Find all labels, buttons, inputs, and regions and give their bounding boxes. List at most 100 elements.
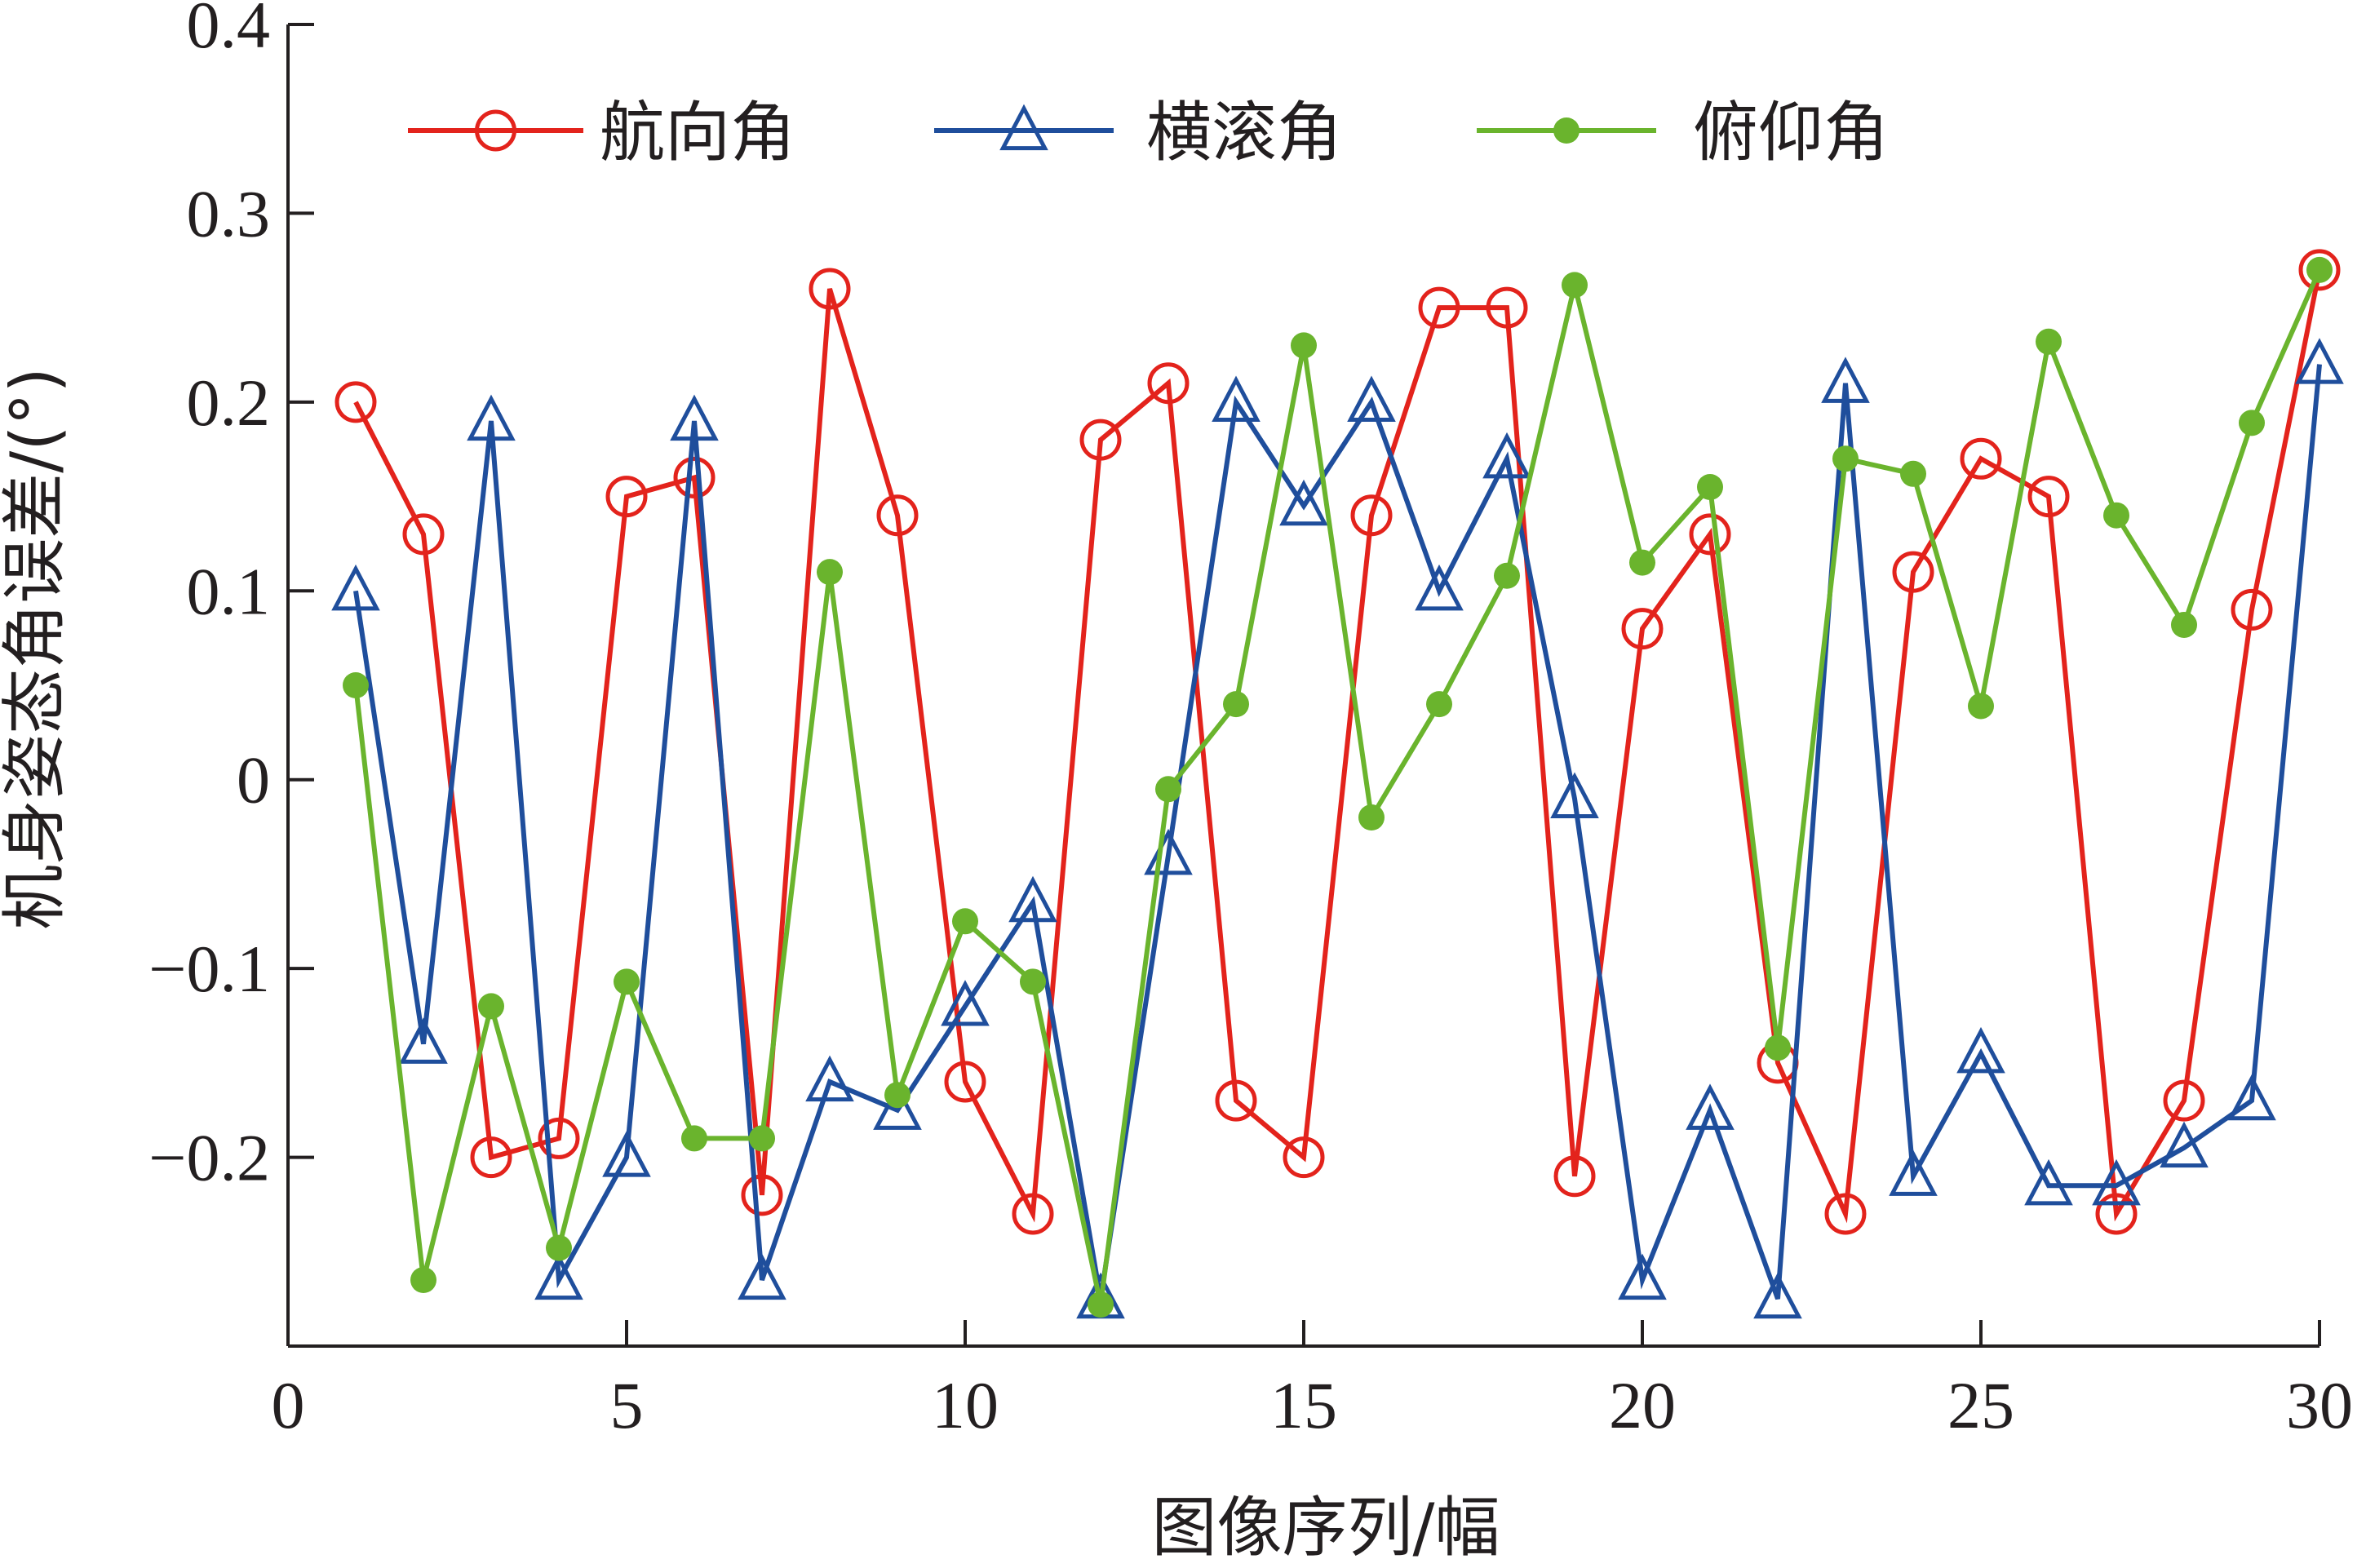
data-point [402, 513, 445, 556]
x-axis-title: 图像序列/幅 [1152, 1490, 1500, 1566]
data-point [2171, 611, 2197, 638]
data-point [1279, 479, 1328, 526]
data-point [952, 908, 978, 935]
data-point [1689, 513, 1731, 556]
data-point [1482, 432, 1531, 479]
data-point [2024, 1158, 2073, 1206]
series-line [353, 269, 2322, 1224]
data-point [538, 1117, 580, 1159]
data-point [749, 1125, 775, 1152]
data-point [2295, 338, 2344, 384]
legend-label: 俯仰角 [1693, 95, 1889, 171]
data-point [1088, 1291, 1114, 1318]
y-axis-title: 机身姿态角误差/(°) [0, 367, 73, 929]
data-point [1697, 474, 1723, 500]
data-point [941, 980, 990, 1026]
data-point [1618, 1253, 1667, 1300]
data-point [2036, 328, 2062, 355]
data-point [1008, 875, 1057, 923]
series-group [343, 256, 2333, 1318]
data-point [1889, 1149, 1938, 1196]
data-point [1562, 272, 1588, 299]
data-point [2092, 1158, 2141, 1206]
data-point [944, 1061, 986, 1103]
data-point [2103, 502, 2129, 529]
data-point [805, 1055, 854, 1102]
data-point [2306, 256, 2333, 283]
data-point [1283, 1136, 1325, 1179]
data-point [614, 968, 640, 995]
data-point [1753, 1272, 1802, 1319]
data-point [2163, 1079, 2205, 1122]
legend-label: 航向角 [600, 95, 795, 171]
data-point [478, 993, 504, 1020]
legend-item: 横滚角 [934, 95, 1342, 171]
data-point [1212, 375, 1261, 422]
data-point [1486, 286, 1528, 329]
data-point [1968, 693, 1994, 720]
data-point [1358, 804, 1385, 831]
data-point [738, 1253, 786, 1300]
plot-area [331, 249, 2344, 1319]
data-point [1426, 691, 1452, 718]
data-point [1079, 419, 1122, 461]
data-point [1147, 362, 1190, 405]
series-line [353, 268, 2322, 1305]
data-point [1223, 691, 1249, 718]
axes: 0.4 0.3 0.2 0.1 0 −0.1 −0.2 0 5 10 15 20 25 30 [148, 0, 2353, 1442]
data-point [1824, 1193, 1867, 1235]
data-point [399, 1017, 448, 1064]
data-point [1415, 564, 1464, 611]
data-point [1686, 1083, 1735, 1130]
data-point [1012, 1193, 1054, 1235]
data-point [1956, 1026, 2005, 1074]
data-point [1350, 494, 1393, 537]
data-point [2231, 588, 2273, 631]
x-tick-label: 30 [2286, 1368, 2353, 1442]
data-point [2227, 1074, 2276, 1121]
y-tick-label: 0 [237, 743, 270, 817]
data-point [673, 456, 716, 498]
data-point [1892, 551, 1934, 593]
data-point [1550, 772, 1599, 818]
x-tick-label: 0 [272, 1368, 305, 1442]
data-point [1629, 549, 1655, 576]
x-tick-label: 15 [1270, 1368, 1337, 1442]
data-point [546, 1234, 572, 1261]
data-point [876, 494, 919, 537]
x-tick-label: 10 [932, 1368, 999, 1442]
data-point [343, 672, 369, 698]
data-point [1347, 375, 1396, 422]
data-point [681, 1125, 707, 1152]
data-point [335, 381, 377, 423]
series-line [353, 364, 2322, 1300]
y-tick-label: 0.3 [187, 176, 271, 250]
legend-marker [1553, 117, 1580, 144]
data-point [2027, 476, 2070, 518]
data-point [331, 564, 380, 611]
x-tick-label: 25 [1947, 1368, 2014, 1442]
data-point [1765, 1034, 1791, 1061]
y-tick-label: 0.4 [187, 0, 271, 62]
data-point [817, 559, 843, 586]
data-point [470, 1136, 512, 1179]
legend: 航向角 横滚角 俯仰角 [408, 95, 1889, 171]
series-group [335, 249, 2341, 1235]
data-point [1418, 286, 1460, 329]
y-tick-label: 0.2 [187, 365, 271, 440]
data-point [1494, 562, 1520, 589]
legend-item: 航向角 [408, 95, 795, 171]
data-point [2239, 410, 2265, 436]
data-point [1020, 968, 1046, 995]
data-point [1621, 608, 1664, 650]
legend-marker [475, 109, 516, 152]
data-point [1960, 437, 2002, 480]
x-tick-label: 5 [610, 1368, 644, 1442]
data-point [1821, 357, 1870, 403]
data-point [1900, 460, 1926, 487]
data-point [2298, 249, 2341, 291]
y-tick-label: −0.2 [148, 1121, 270, 1195]
legend-marker [999, 104, 1048, 151]
data-point [884, 1082, 911, 1109]
